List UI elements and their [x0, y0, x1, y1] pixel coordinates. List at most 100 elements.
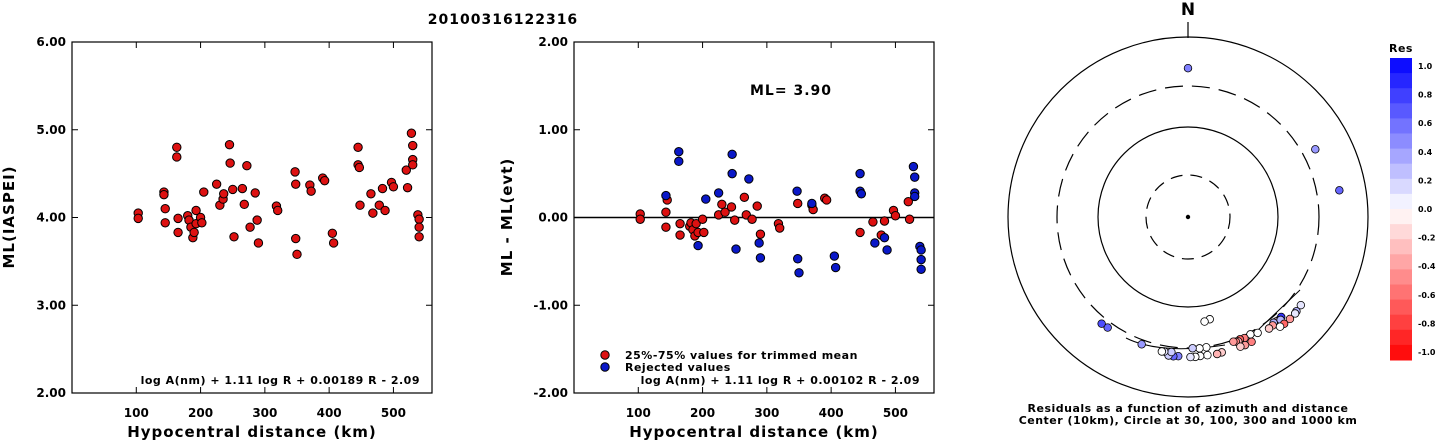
magnitude-point: [225, 158, 235, 168]
magnitude-point: [328, 238, 339, 248]
magnitude-point: [219, 189, 229, 199]
azimuth-point: [1202, 343, 1211, 352]
polar-caption-line1: Residuals as a function of azimuth and d…: [1028, 402, 1349, 415]
azimuth-point: [1253, 328, 1262, 338]
azimuth-point: [1264, 324, 1274, 333]
y-tick-label: 2.00: [538, 35, 568, 49]
magnitude-point: [211, 179, 222, 189]
accepted-point: [675, 230, 685, 240]
accepted-point: [821, 195, 832, 205]
accepted-point: [904, 214, 915, 224]
accepted-point: [747, 214, 757, 224]
azimuth-point: [1195, 344, 1204, 353]
rejected-point: [794, 268, 804, 278]
colorbar-tick-label: 0.0: [1418, 205, 1433, 214]
azimuth-panel: N Residuals as a function of azimuth and…: [1007, 0, 1436, 427]
magnitude-x-axis-label: Hypocentral distance (km): [127, 423, 377, 441]
y-tick-label: 2.00: [36, 386, 66, 400]
accepted-point: [755, 229, 766, 239]
rejected-point: [727, 149, 737, 160]
accepted-point: [730, 215, 740, 225]
magnitude-plot-frame: [71, 41, 433, 394]
colorbar-segment: [1390, 133, 1412, 150]
y-tick-label: 4.00: [36, 211, 66, 225]
magnitude-point: [368, 208, 378, 218]
azimuth-point: [1335, 186, 1344, 195]
magnitude-point: [191, 205, 201, 216]
colorbar-title: Res: [1389, 42, 1413, 55]
colorbar-segment: [1390, 269, 1412, 285]
azimuth-point: [1188, 344, 1197, 353]
magnitude-x-ticks: 100 200 300 400 500: [124, 42, 406, 420]
magnitude-point: [224, 139, 235, 150]
rejected-point: [916, 245, 926, 255]
colorbar-segment: [1390, 239, 1412, 255]
rejected-point: [793, 254, 803, 264]
accepted-point: [752, 201, 762, 211]
x-tick-label: 400: [819, 406, 844, 420]
ml-annotation: ML= 3.90: [750, 83, 832, 99]
colorbar-segment: [1390, 284, 1412, 301]
colorbar-segment: [1390, 329, 1412, 346]
magnitude-point: [242, 161, 252, 171]
azimuth-point: [1285, 314, 1295, 324]
residual-y-axis-label: ML - ML(evt): [498, 158, 516, 276]
colorbar-tick-label: 0.8: [1418, 91, 1433, 100]
y-tick-label: -2.00: [533, 386, 568, 400]
magnitude-point: [229, 232, 239, 242]
y-tick-label: 6.00: [36, 35, 66, 49]
legend-accepted-marker: [600, 350, 610, 360]
magnitude-formula: log A(nm) + 1.11 log R + 0.00189 R - 2.0…: [141, 374, 420, 387]
rejected-point: [693, 240, 703, 251]
magnitude-y-ticks: 2.00 3.00 4.00 5.00 6.00: [36, 35, 432, 400]
magnitude-point: [319, 175, 330, 186]
accepted-point: [635, 214, 645, 224]
colorbar-segment: [1390, 193, 1412, 210]
magnitude-point: [327, 228, 338, 238]
magnitude-point: [414, 222, 424, 232]
magnitude-y-axis-label: ML(IASPEI): [0, 165, 18, 268]
magnitude-point: [401, 165, 411, 175]
accepted-point: [697, 214, 708, 224]
rejected-point: [674, 146, 684, 157]
magnitude-point: [172, 142, 182, 153]
rejected-point: [807, 198, 817, 209]
colorbar: [1390, 58, 1412, 361]
rejected-point: [910, 191, 920, 202]
legend-rejected-marker: [600, 362, 610, 372]
rejected-point: [744, 174, 754, 184]
magnitude-point: [291, 233, 301, 244]
colorbar-tick-label: 1.0: [1418, 62, 1433, 71]
magnitude-point: [355, 200, 365, 210]
magnitude-point: [380, 205, 390, 216]
x-tick-label: 300: [754, 406, 779, 420]
colorbar-segment: [1390, 73, 1412, 89]
rejected-point: [727, 168, 737, 179]
x-tick-label: 200: [690, 406, 715, 420]
rejected-point: [910, 172, 920, 182]
rejected-point: [713, 188, 724, 198]
magnitude-point: [253, 238, 264, 248]
x-tick-label: 400: [317, 406, 342, 420]
magnitude-point: [189, 227, 199, 238]
colorbar-segment: [1390, 314, 1412, 331]
residual-legend: 25%-75% values for trimmed mean Rejected…: [600, 349, 858, 374]
rejected-point: [754, 238, 764, 248]
azimuth-point: [1167, 347, 1176, 357]
magnitude-points: [133, 128, 424, 260]
colorbar-segment: [1390, 344, 1412, 361]
accepted-point: [855, 227, 865, 238]
accepted-point: [726, 202, 737, 212]
accepted-point: [890, 211, 901, 221]
magnitude-point: [273, 205, 283, 216]
legend-accepted-label: 25%-75% values for trimmed mean: [625, 349, 858, 362]
rejected-point: [674, 156, 684, 167]
rejected-point: [908, 161, 919, 172]
legend-rejected-label: Rejected values: [625, 361, 731, 374]
colorbar-tick-label: -1.0: [1418, 348, 1436, 357]
azimuth-point: [1290, 309, 1300, 318]
accepted-point: [691, 218, 701, 229]
azimuth-point: [1200, 317, 1209, 326]
magnitude-point: [406, 128, 417, 138]
